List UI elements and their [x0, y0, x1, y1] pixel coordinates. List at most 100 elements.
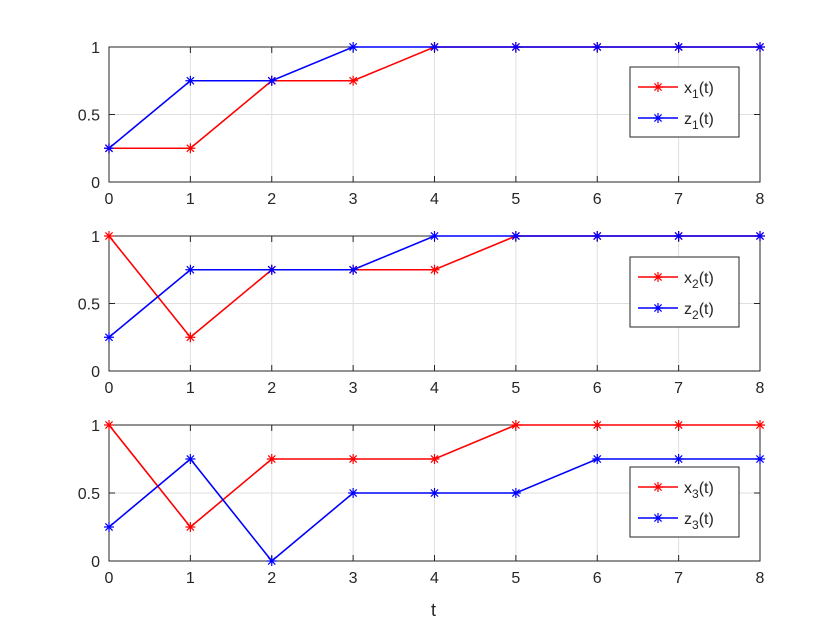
data-point-x3-0 — [104, 420, 114, 430]
x-tick-label: 6 — [593, 570, 602, 587]
data-point-z3-2 — [266, 556, 277, 566]
legend-marker — [653, 303, 663, 313]
data-point-x3-7 — [673, 420, 684, 430]
x-tick-label: 0 — [105, 570, 114, 587]
subplot-2: 0 1 2 3 4 5 6 7 8 0 0.5 1 x2(t) z2(t) — [78, 229, 765, 397]
series-z3 — [104, 454, 765, 566]
series-z2 — [104, 231, 765, 343]
data-point-x3-6 — [592, 420, 603, 430]
data-point-x3-2 — [266, 454, 277, 464]
data-point-x3-8 — [755, 420, 765, 430]
x-tick-label: 8 — [756, 380, 765, 397]
legend-box — [629, 256, 740, 328]
legend-marker — [653, 113, 663, 123]
data-point-z1-4 — [429, 42, 440, 52]
y-tick-label: 0 — [91, 554, 100, 571]
data-point-z3-1 — [185, 454, 196, 464]
data-point-x1-1 — [185, 143, 196, 154]
y-tick-label: 1 — [91, 40, 100, 57]
x-tick-label: 6 — [593, 380, 602, 397]
x-tick-label: 7 — [674, 191, 683, 208]
x-tick-label: 7 — [674, 570, 683, 587]
series-x3 — [104, 420, 765, 532]
legend-2: x2(t) z2(t) — [629, 256, 740, 328]
data-point-z3-8 — [755, 454, 765, 464]
data-point-z2-4 — [429, 231, 440, 241]
data-point-z3-3 — [348, 488, 359, 498]
data-point-z1-7 — [673, 42, 684, 52]
x-tick-label: 4 — [430, 191, 439, 208]
legend-label-x3: x3(t) — [684, 480, 714, 501]
data-point-z1-5 — [510, 42, 521, 52]
y-tick-label: 1 — [91, 418, 100, 435]
x-tick-label: 7 — [674, 380, 683, 397]
x-tick-label: 4 — [430, 380, 439, 397]
legend-label-x2: x2(t) — [684, 270, 714, 291]
x-tick-label: 6 — [593, 191, 602, 208]
series-z1 — [104, 42, 765, 154]
data-point-z1-3 — [348, 42, 359, 52]
data-point-x2-1 — [185, 332, 196, 343]
data-point-z3-7 — [673, 454, 684, 464]
x-tick-label: 3 — [349, 570, 358, 587]
x-tick-label: 1 — [186, 570, 195, 587]
y-tick-label: 0 — [91, 364, 100, 381]
x-tick-label: 5 — [511, 570, 520, 587]
legend-label-z1: z1(t) — [684, 111, 714, 132]
data-point-z3-5 — [510, 488, 521, 498]
x-tick-label: 4 — [430, 570, 439, 587]
data-point-z3-0 — [104, 522, 114, 532]
x-tick-label: 2 — [267, 570, 276, 587]
subplot-3: 0 1 2 3 4 5 6 7 8 0 0.5 1 x3(t) z3(t) t — [78, 418, 765, 620]
x-tick-label: 5 — [511, 191, 520, 208]
y-tick-label: 0.5 — [78, 486, 100, 503]
x-tick-label: 1 — [186, 191, 195, 208]
legend-box — [629, 66, 740, 138]
data-point-z2-5 — [510, 231, 521, 241]
data-point-z2-6 — [592, 231, 603, 241]
x-tick-label: 3 — [349, 191, 358, 208]
legend-1: x1(t) z1(t) — [629, 66, 740, 138]
data-point-x3-4 — [429, 454, 440, 464]
data-point-z1-2 — [266, 75, 277, 86]
data-point-z2-7 — [673, 231, 684, 241]
x-tick-label: 2 — [267, 191, 276, 208]
data-point-x3-1 — [185, 522, 196, 532]
legend-label-z3: z3(t) — [684, 511, 714, 532]
data-point-z2-1 — [185, 264, 196, 275]
legend-marker — [653, 272, 663, 282]
x-tick-label: 8 — [756, 191, 765, 208]
data-point-x3-3 — [348, 454, 359, 464]
data-point-z1-8 — [755, 42, 765, 52]
legend-marker — [653, 513, 663, 523]
data-point-x2-0 — [104, 231, 114, 241]
legend-3: x3(t) z3(t) — [629, 466, 740, 538]
data-point-z2-2 — [266, 264, 277, 275]
legend-marker — [653, 82, 663, 92]
y-tick-label: 0 — [91, 175, 100, 192]
data-point-x2-4 — [429, 264, 440, 275]
data-point-z2-3 — [348, 264, 359, 275]
x-tick-label: 8 — [756, 570, 765, 587]
data-point-z2-8 — [755, 231, 765, 241]
data-point-x3-5 — [510, 420, 521, 430]
x-tick-label: 1 — [186, 380, 195, 397]
x-tick-label: 2 — [267, 380, 276, 397]
legend-label-x1: x1(t) — [684, 80, 714, 101]
data-point-z1-1 — [185, 75, 196, 86]
y-tick-label: 0.5 — [78, 297, 100, 314]
data-point-z2-0 — [104, 332, 114, 343]
data-point-z3-4 — [429, 488, 440, 498]
x-tick-label: 5 — [511, 380, 520, 397]
x-tick-label: 0 — [105, 380, 114, 397]
data-point-z1-0 — [104, 143, 114, 154]
data-point-x1-3 — [348, 75, 359, 86]
legend-box — [629, 466, 740, 538]
y-tick-label: 1 — [91, 229, 100, 246]
legend-marker — [653, 482, 663, 492]
x-tick-label: 0 — [105, 191, 114, 208]
x-tick-label: 3 — [349, 380, 358, 397]
subplot-1: 0 1 2 3 4 5 6 7 8 0 0.5 1 x1(t) z1(t) — [78, 40, 765, 208]
y-tick-label: 0.5 — [78, 108, 100, 125]
